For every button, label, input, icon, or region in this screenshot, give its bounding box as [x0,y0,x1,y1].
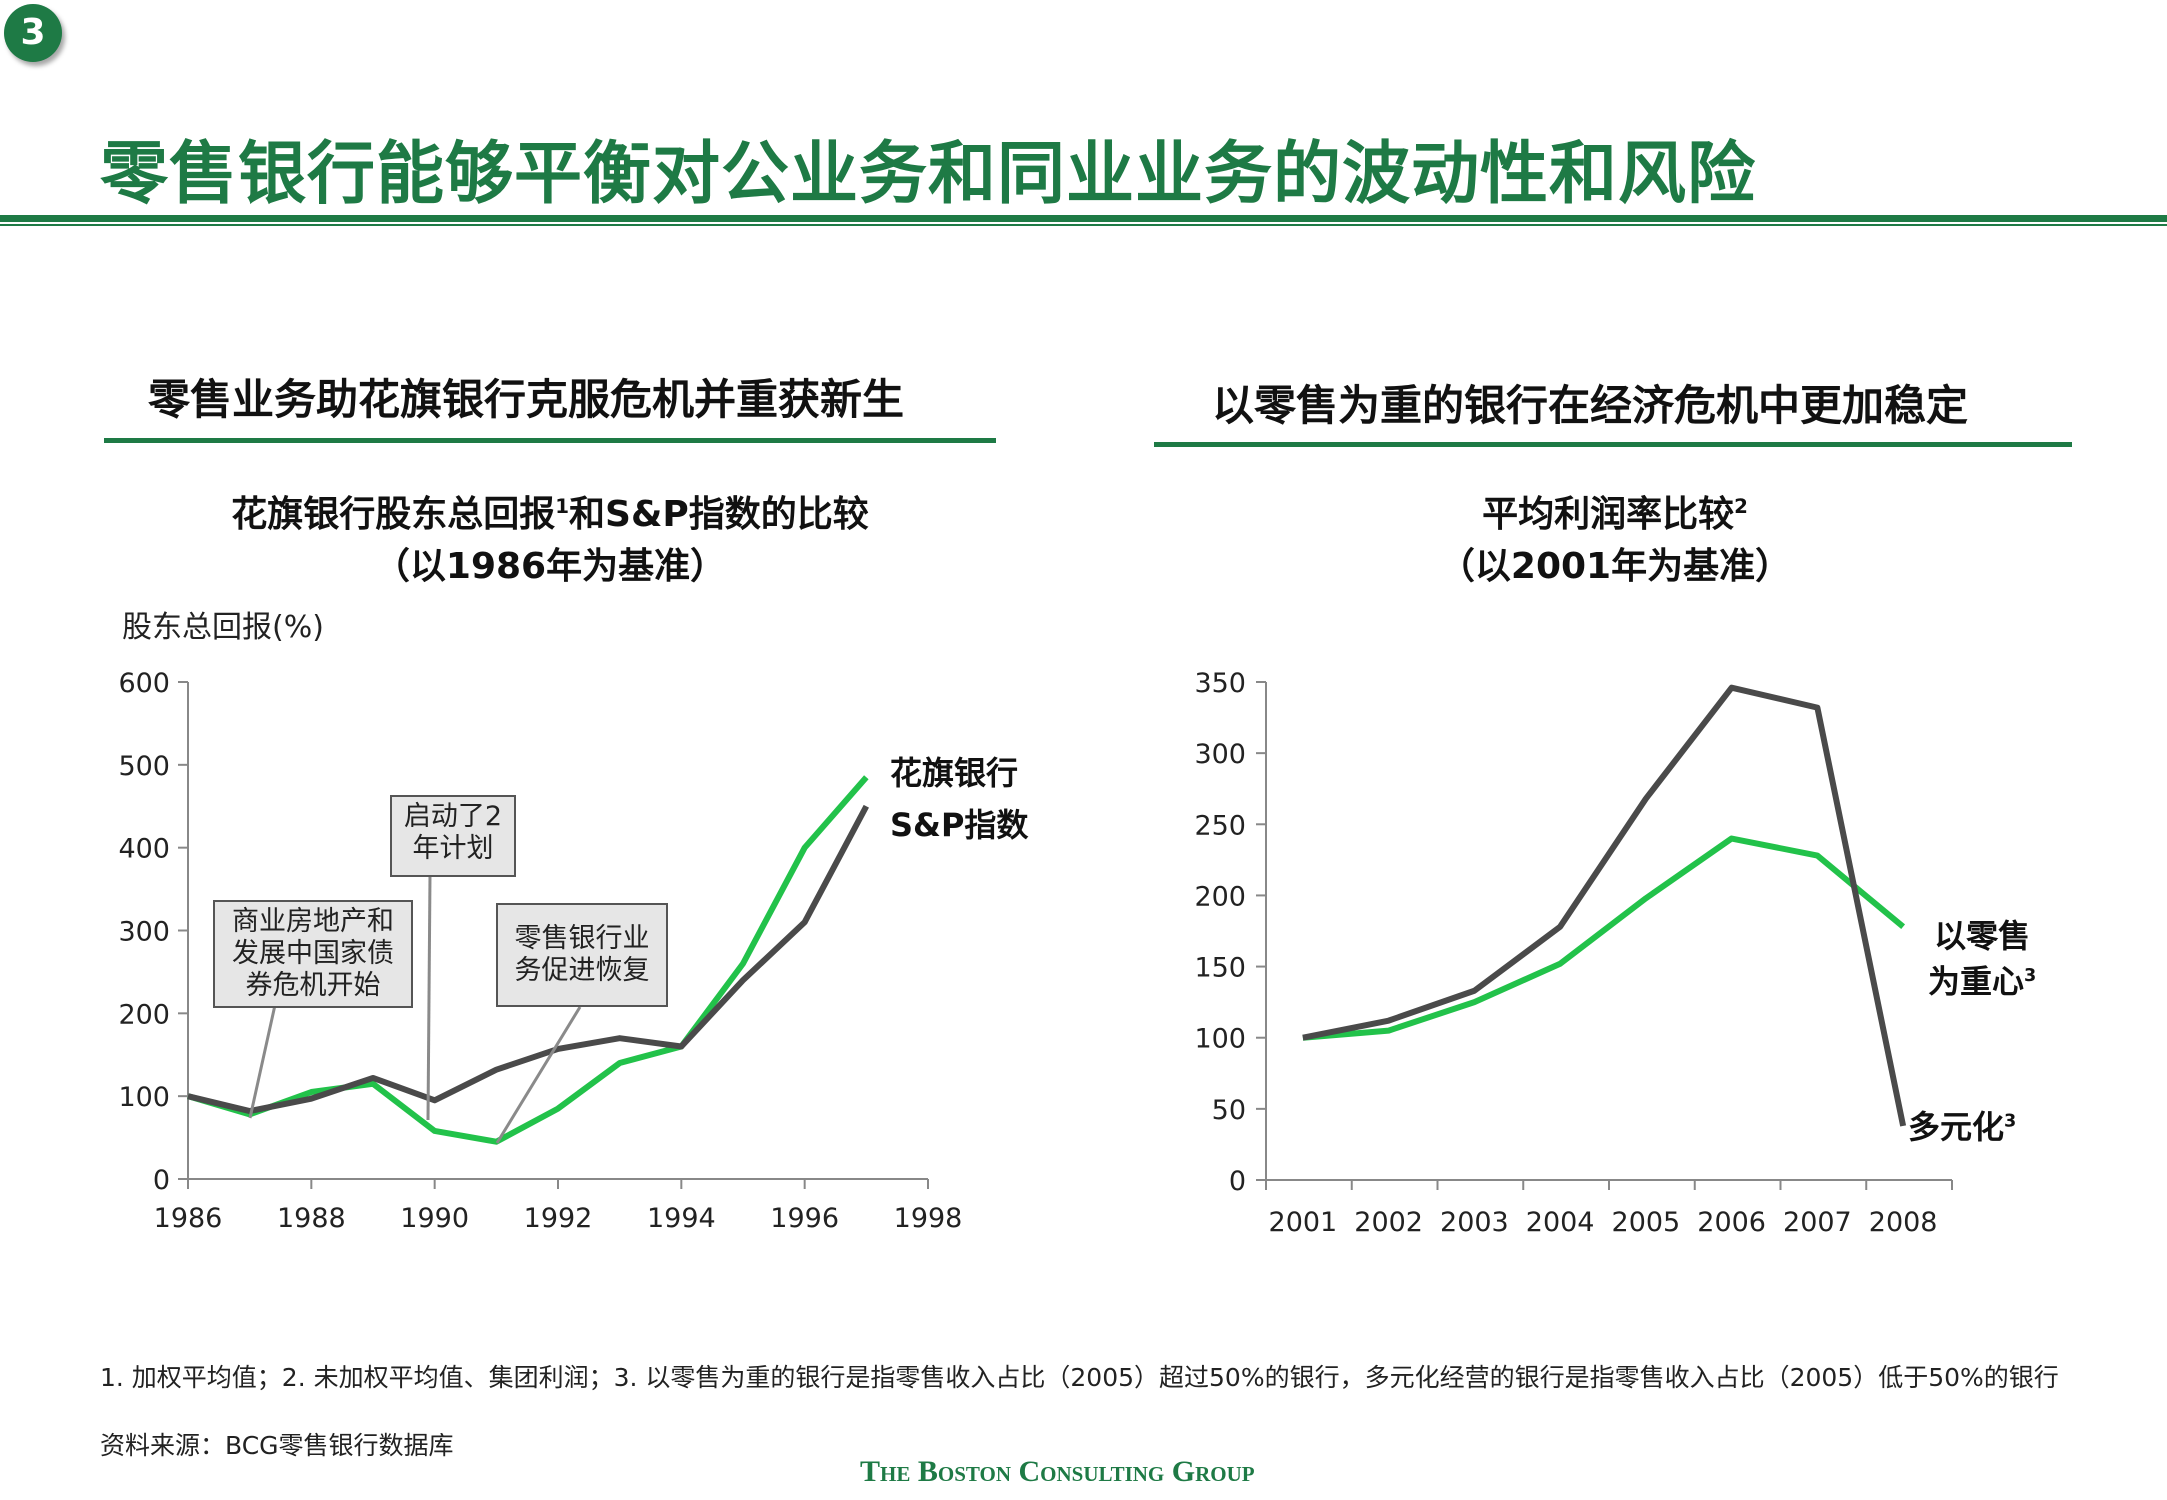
left-x-tick-label: 1998 [894,1203,963,1234]
left-y-axis-label: 股东总回报(%) [122,610,324,645]
right-chart-title: 平均利润率比较2 （以2001年为基准） [1438,494,1792,587]
left-x-tick-label: 1992 [524,1203,593,1234]
left-x-tick-label: 1990 [400,1203,469,1234]
right-y-tick-label: 100 [1194,1024,1246,1055]
left-y-tick-label: 400 [118,834,170,865]
left-panel-divider [104,438,996,443]
left-line-chart: 0 100 200 300 400 500 600 1986 1988 1990 1992 1994 1… [118,668,962,1234]
right-x-tick-label: 2007 [1783,1207,1852,1238]
bcg-logo: The Boston Consulting Group [860,1455,1255,1488]
left-x-tick-label: 1988 [277,1203,346,1234]
left-y-tick-label: 300 [118,917,170,948]
callout-pointer [495,1006,582,1144]
right-x-tick-label: 2008 [1869,1207,1938,1238]
title-divider-thin [0,224,2167,226]
legend-citibank: 花旗银行 [890,754,1019,792]
right-y-tick-label: 200 [1194,881,1246,912]
source-note: 资料来源：BCG零售银行数据库 [100,1431,454,1460]
right-panel-divider [1154,442,2072,447]
left-y-tick-label: 600 [118,668,170,699]
right-x-tick-label: 2003 [1440,1207,1509,1238]
left-y-tick-label: 500 [118,751,170,782]
right-panel-title: 以零售为重的银行在经济危机中更加稳定 [1212,381,1969,430]
left-panel-title: 零售业务助花旗银行克服危机并重获新生 [148,375,905,424]
right-x-tick-label: 2006 [1697,1207,1766,1238]
right-y-tick-label: 150 [1194,953,1246,984]
right-y-tick-label: 250 [1194,810,1246,841]
callout-crisis-start: 商业房地产和发展中国家债券危机开始 [213,900,413,1008]
right-x-tick-label: 2002 [1354,1207,1423,1238]
right-line-chart: 0 50 100 150 200 250 300 350 2001 2002 2003 2004 200… [1194,668,1953,1238]
left-y-tick-label: 200 [118,999,170,1030]
callout-pointer [426,874,432,1121]
legend-sp-index: S&P指数 [890,806,1029,844]
right-y-tick-label: 50 [1212,1095,1246,1126]
right-y-tick-label: 350 [1194,668,1246,699]
footnote: 1. 加权平均值；2. 未加权平均值、集团利润；3. 以零售为重的银行是指零售收… [100,1363,2059,1392]
left-x-tick-label: 1996 [770,1203,839,1234]
title-divider [0,215,2167,222]
callout-retail-recovery: 零售银行业务促进恢复 [496,903,668,1007]
left-y-tick-label: 0 [153,1165,170,1196]
right-x-tick-label: 2004 [1526,1207,1595,1238]
right-y-tick-label: 300 [1194,739,1246,770]
left-x-tick-label: 1986 [154,1203,223,1234]
page-title: 零售银行能够平衡对公业务和同业业务的波动性和风险 [100,135,1757,214]
series-line-diversified [1302,684,1907,1127]
series-line-citibank [187,775,869,1145]
left-x-tick-label: 1994 [647,1203,716,1234]
callout-two-year-plan: 启动了2年计划 [390,795,516,877]
series-line-sp-index [187,804,869,1115]
legend-diversified: 多元化3 [1908,1108,2017,1146]
callout-pointer [248,1004,277,1119]
right-x-tick-label: 2001 [1269,1207,1338,1238]
right-x-tick-label: 2005 [1612,1207,1681,1238]
slide-number-badge: 3 [4,4,62,62]
series-line-retail-focused [1302,835,1906,1041]
left-y-tick-label: 100 [118,1082,170,1113]
right-y-tick-label: 0 [1229,1166,1246,1197]
left-chart-title: 花旗银行股东总回报1和S&P指数的比较 （以1986年为基准） [231,494,869,587]
legend-retail-focused: 以零售 为重心3 [1928,917,2037,1001]
